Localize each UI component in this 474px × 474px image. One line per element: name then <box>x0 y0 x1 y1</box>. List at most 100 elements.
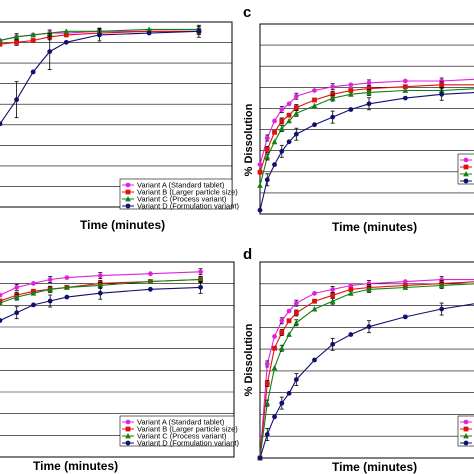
data-point-variant_a <box>293 93 299 99</box>
data-point-variant_a <box>279 318 285 324</box>
legend-marker-variant_c <box>125 433 131 439</box>
data-point-variant_b <box>348 287 354 292</box>
data-point-variant_d <box>286 139 292 145</box>
data-point-variant_a <box>402 78 408 84</box>
data-point-variant_b <box>279 118 285 124</box>
data-point-variant_a <box>31 281 36 286</box>
data-point-variant_a <box>264 361 270 367</box>
panel-d-letter: d <box>243 246 252 263</box>
legend-box <box>119 415 235 447</box>
data-point-variant_d <box>14 310 20 316</box>
data-point-variant_b <box>330 91 336 97</box>
data-point-variant_d <box>257 207 263 213</box>
data-point-variant_d <box>272 414 277 420</box>
data-point-variant_c <box>97 282 104 288</box>
legend-entry: Variant A (Standard tablet) <box>137 418 225 427</box>
data-point-variant_a <box>264 135 270 141</box>
data-point-variant_c <box>271 364 278 371</box>
legend-marker-variant_b <box>463 164 469 170</box>
panel-d: d % Dissolution Time (minutes) <box>243 246 474 474</box>
legend-marker-variant_a <box>125 419 131 425</box>
legend-marker-variant_d <box>125 203 131 209</box>
data-point-variant_d <box>63 39 69 45</box>
data-point-variant_a <box>348 283 354 288</box>
data-point-variant_a <box>286 308 292 314</box>
legend-marker-variant_d <box>463 178 469 184</box>
data-point-variant_a <box>330 287 336 292</box>
data-point-variant_c <box>329 95 336 101</box>
data-point-variant_d <box>439 91 445 97</box>
data-point-variant_c <box>366 89 372 95</box>
legend-entry: Variant D (Formulation variant) <box>137 439 239 448</box>
data-point-variant_c <box>286 331 292 337</box>
data-point-variant_d <box>198 284 203 290</box>
data-point-variant_d <box>279 148 285 154</box>
data-point-variant_c <box>348 91 354 97</box>
panel-d-legend <box>457 415 474 447</box>
data-point-variant_d <box>264 432 270 437</box>
data-point-variant_b <box>264 381 270 386</box>
series-line-variant_d <box>0 286 201 321</box>
data-point-variant_d <box>286 390 292 396</box>
legend-box <box>119 178 233 210</box>
data-point-variant_b <box>286 318 292 324</box>
data-point-variant_a <box>198 269 203 275</box>
data-point-variant_b <box>312 97 317 103</box>
data-point-variant_c <box>146 26 152 32</box>
data-point-variant_b <box>63 32 69 38</box>
data-point-variant_a <box>272 118 277 124</box>
data-point-variant_b <box>272 129 277 135</box>
data-point-variant_b <box>293 310 299 316</box>
legend-entry: Variant B (Larger particle size) <box>137 188 238 197</box>
panel-d-y-axis-label: % Dissolution <box>243 323 255 396</box>
data-point-variant_d <box>312 357 317 363</box>
data-point-variant_b <box>264 147 270 152</box>
panel-b-legend: Variant A (Standard tablet)Variant B (La… <box>119 415 239 448</box>
data-point-variant_c <box>264 400 271 406</box>
data-point-variant_c <box>271 138 278 145</box>
data-point-variant_c <box>197 276 204 282</box>
data-point-variant_c <box>311 306 318 312</box>
data-point-variant_a <box>272 334 277 339</box>
panel-b: Variant A (Standard tablet)Variant B (La… <box>0 261 239 473</box>
legend-marker-variant_c <box>463 171 469 177</box>
data-point-variant_b <box>366 86 372 91</box>
legend-entry: Variant A (Standard tablet) <box>137 181 225 190</box>
legend-marker-variant_d <box>463 440 469 446</box>
data-point-variant_c <box>30 31 36 38</box>
data-point-variant_a <box>47 277 53 282</box>
panel-a-x-axis-label: Time (minutes) <box>80 218 165 232</box>
data-point-variant_a <box>64 275 70 280</box>
data-point-variant_a <box>402 279 408 284</box>
panel-c-y-axis-label: % Dissolution <box>243 103 255 176</box>
data-point-variant_b <box>279 330 285 335</box>
panel-b-series <box>0 268 204 323</box>
panel-a-legend: Variant A (Standard tablet)Variant B (La… <box>119 178 239 211</box>
panel-c: c % Dissolution Time (minutes) <box>243 4 474 234</box>
data-point-variant_a <box>312 290 317 296</box>
data-point-variant_a <box>312 88 317 93</box>
panel-c-grid <box>260 44 474 194</box>
data-point-variant_d <box>0 318 3 323</box>
data-point-variant_a <box>97 273 103 279</box>
data-point-variant_b <box>402 84 408 90</box>
data-point-variant_d <box>272 162 277 168</box>
data-point-variant_c <box>47 286 53 292</box>
series-line-variant_d <box>0 30 199 125</box>
data-point-variant_b <box>330 292 336 298</box>
legend-marker-variant_b <box>125 189 131 195</box>
data-point-variant_d <box>279 400 285 406</box>
data-point-variant_b <box>30 38 36 43</box>
data-point-variant_d <box>312 122 317 128</box>
data-point-variant_c <box>293 110 300 116</box>
panel-d-series <box>257 276 474 461</box>
data-point-variant_d <box>47 49 53 54</box>
data-point-variant_b <box>293 105 299 110</box>
panel-a: Variant A (Standard tablet)Variant B (La… <box>0 21 239 232</box>
data-point-variant_c <box>13 33 20 40</box>
data-point-variant_b <box>439 82 445 88</box>
legend-marker-variant_a <box>125 182 131 188</box>
data-point-variant_a <box>0 292 3 298</box>
data-point-variant_c <box>264 154 271 160</box>
